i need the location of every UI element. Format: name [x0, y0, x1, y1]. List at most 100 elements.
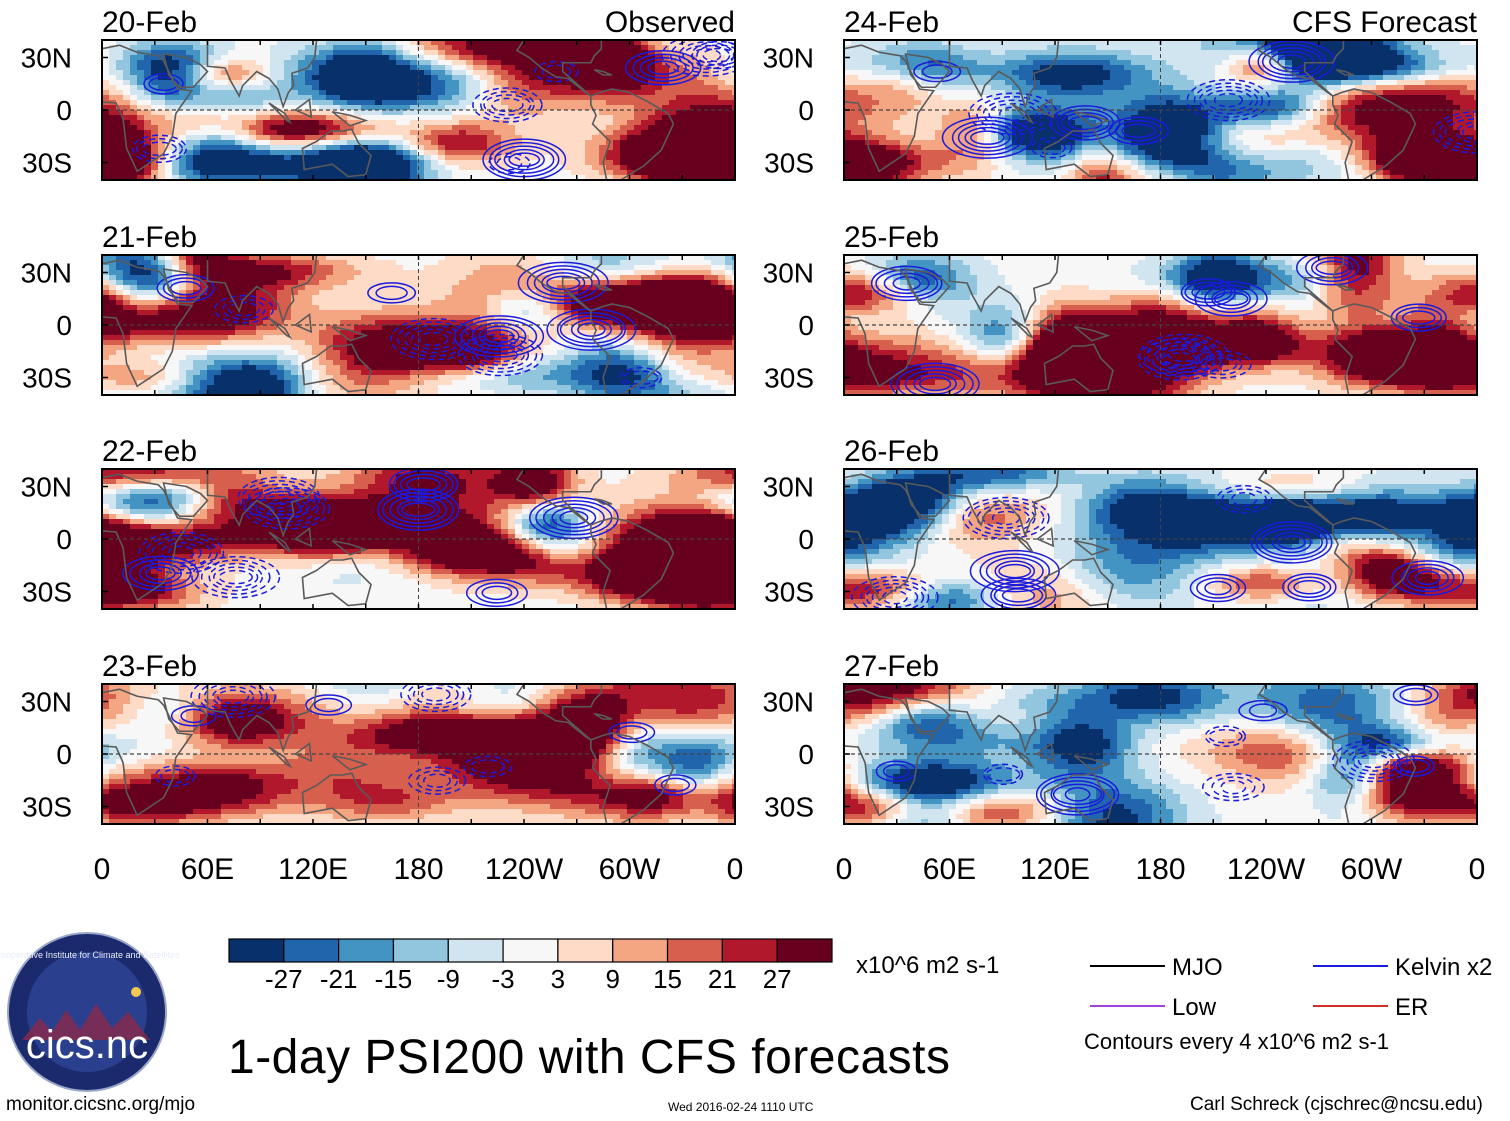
y-tick-label: 30N — [763, 472, 814, 503]
panel-field — [844, 255, 1477, 395]
panel-field — [844, 469, 1477, 609]
y-tick-label: 30N — [21, 258, 72, 289]
y-tick-label: 0 — [798, 95, 814, 126]
colorbar-label: -15 — [375, 964, 413, 994]
panel-24-Feb: 24-Feb CFS Forecast 30N 0 30S — [763, 6, 1478, 181]
panel-field — [102, 469, 735, 609]
panel-22-Feb: 22-Feb 30N 0 30S — [21, 435, 736, 610]
y-tick-label: 30N — [763, 43, 814, 74]
colorbar-label: 15 — [653, 964, 682, 994]
colorbar-units: x10^6 m2 s-1 — [856, 952, 999, 980]
logo-inner — [27, 952, 147, 1072]
colorbar-swatch — [228, 938, 285, 963]
panel-date: 26-Feb — [844, 435, 939, 468]
y-tick-label: 0 — [798, 739, 814, 770]
panel-21-Feb: 21-Feb 30N 0 30S — [21, 221, 736, 396]
figure-title: 1-day PSI200 with CFS forecasts — [228, 1030, 950, 1085]
x-tick-label: 0 — [94, 853, 111, 886]
logo-sun — [131, 987, 141, 997]
x-tick-label: 120E — [278, 853, 348, 886]
x-tick-label: 60W — [599, 853, 661, 886]
y-tick-label: 0 — [56, 310, 72, 341]
legend-label-Low: Low — [1172, 994, 1217, 1021]
x-tick-label: 60E — [923, 853, 976, 886]
panel-date: 22-Feb — [102, 435, 197, 468]
forecast-label: CFS Forecast — [1292, 6, 1478, 39]
logo-ring-text: Cooperative Institute for Climate and Sa… — [0, 950, 180, 960]
x-tick-label: 60E — [181, 853, 234, 886]
panels-group: 20-Feb Observed30N030S21-Feb30N030S22-Feb… — [21, 6, 1478, 825]
y-tick-label: 30S — [22, 792, 72, 823]
panel-date: 27-Feb — [844, 650, 939, 683]
y-tick-label: 0 — [56, 95, 72, 126]
author-credit: Carl Schreck (cjschrec@ncsu.edu) — [1190, 1094, 1483, 1116]
logo-text: cics.nc — [26, 1023, 148, 1067]
colorbar-swatch — [392, 938, 449, 963]
colorbar-swatch — [283, 938, 340, 963]
colorbar-swatch — [338, 938, 395, 963]
y-tick-label: 30N — [21, 43, 72, 74]
colorbar-label: -27 — [265, 964, 303, 994]
colorbar-swatch — [721, 938, 778, 963]
y-tick-label: 30N — [21, 687, 72, 718]
panel-25-Feb: 25-Feb 30N 0 30S — [763, 221, 1478, 396]
website-link[interactable]: monitor.cicsnc.org/mjo — [6, 1094, 195, 1116]
colorbar-label: -21 — [320, 964, 358, 994]
panel-date: 21-Feb — [102, 221, 197, 254]
x-tick-label: 0 — [836, 853, 853, 886]
colorbar-swatch — [557, 938, 614, 963]
x-tick-label: 180 — [393, 853, 443, 886]
logo-mountains — [22, 1004, 150, 1040]
panel-20-Feb: 20-Feb Observed 30N 0 30S — [21, 6, 736, 181]
colorbar-swatch — [776, 938, 833, 963]
colorbar-label: 9 — [605, 964, 619, 994]
y-tick-label: 30N — [21, 472, 72, 503]
panel-field — [102, 255, 735, 395]
panel-field — [102, 684, 735, 824]
y-tick-label: 30S — [764, 792, 814, 823]
x-axes-group: 0 60E 120E 180 120W 60W 0 0 60E 120E 180 120W 60W 0 — [94, 853, 1486, 886]
x-tick-label: 180 — [1135, 853, 1185, 886]
panel-field — [844, 40, 1477, 180]
colorbar-label: 27 — [763, 964, 792, 994]
colorbar-label: 3 — [551, 964, 565, 994]
y-tick-label: 0 — [56, 524, 72, 555]
x-tick-label: 120W — [1227, 853, 1306, 886]
contour-legend: MJO Kelvin x2 Low ER — [1090, 954, 1492, 1021]
x-tick-label: 60W — [1341, 853, 1403, 886]
panel-field — [102, 40, 735, 180]
legend-label-ER: ER — [1395, 994, 1428, 1021]
panel-26-Feb: 26-Feb 30N 0 30S — [763, 435, 1478, 610]
y-tick-label: 30S — [764, 148, 814, 179]
y-tick-label: 30S — [764, 577, 814, 608]
y-tick-label: 0 — [56, 739, 72, 770]
colorbar-label: -3 — [492, 964, 515, 994]
observed-label: Observed — [605, 6, 735, 39]
colorbar-label: -9 — [437, 964, 460, 994]
x-tick-label: 0 — [727, 853, 744, 886]
y-tick-label: 30N — [763, 687, 814, 718]
panel-date: 25-Feb — [844, 221, 939, 254]
panel-27-Feb: 27-Feb 30N 0 30S — [763, 650, 1478, 825]
colorbar-swatch — [502, 938, 559, 963]
y-tick-label: 30S — [22, 148, 72, 179]
colorbar-swatch — [666, 938, 723, 963]
legend-label-MJO: MJO — [1172, 954, 1223, 981]
x-tick-label: 120W — [485, 853, 564, 886]
panel-date: 23-Feb — [102, 650, 197, 683]
y-tick-label: 0 — [798, 524, 814, 555]
colorbar-swatch — [612, 938, 669, 963]
x-tick-label: 0 — [1469, 853, 1486, 886]
cics-logo: cics.nc Cooperative Institute for Climate… — [0, 932, 180, 1092]
y-tick-label: 0 — [798, 310, 814, 341]
colorbar-label: 21 — [708, 964, 737, 994]
panel-date: 24-Feb — [844, 6, 939, 39]
timestamp: Wed 2016-02-24 1110 UTC — [668, 1100, 813, 1114]
y-tick-label: 30S — [22, 577, 72, 608]
y-tick-label: 30S — [764, 363, 814, 394]
colorbar-swatch — [447, 938, 504, 963]
colorbar: -27 -21 -15 -9 -3 3 9 15 21 27 — [228, 938, 833, 994]
panel-field — [844, 684, 1477, 824]
y-tick-label: 30N — [763, 258, 814, 289]
